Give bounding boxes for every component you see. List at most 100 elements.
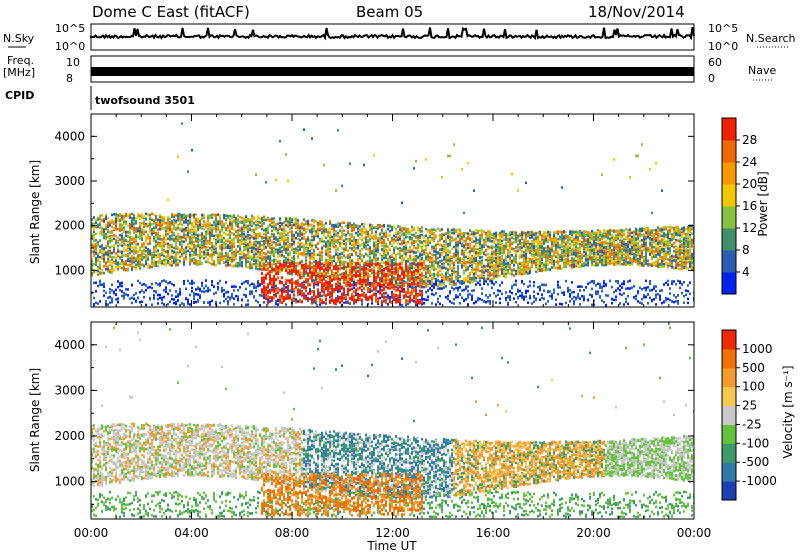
heatmap-cell xyxy=(171,215,173,218)
heatmap-cell xyxy=(371,224,373,227)
figure-title: Dome C East (fitACF) xyxy=(92,3,250,21)
heatmap-cell xyxy=(333,257,335,260)
heatmap-cell xyxy=(127,288,129,291)
heatmap-cell xyxy=(193,253,195,256)
heatmap-cell xyxy=(241,264,243,268)
heatmap-cell xyxy=(159,282,161,285)
heatmap-cell xyxy=(263,280,265,284)
heatmap-cell xyxy=(323,240,325,243)
heatmap-cell xyxy=(291,267,293,271)
heatmap-cell xyxy=(167,242,169,245)
heatmap-cell xyxy=(199,253,201,256)
heatmap-cell xyxy=(369,235,371,238)
heatmap-cell xyxy=(145,249,147,253)
nsearch-label: N.Search xyxy=(746,32,796,45)
heatmap-cell xyxy=(373,266,375,269)
heatmap-cell xyxy=(299,248,301,251)
heatmap-cell xyxy=(307,264,309,268)
heatmap-cell xyxy=(297,257,299,260)
heatmap-cell xyxy=(213,247,215,251)
heatmap-cell xyxy=(221,243,223,247)
heatmap-cell xyxy=(347,289,349,293)
heatmap-cell xyxy=(93,216,95,219)
heatmap-cell xyxy=(335,189,337,192)
heatmap-cell xyxy=(149,228,151,232)
heatmap-cell xyxy=(335,265,337,269)
heatmap-cell xyxy=(283,221,285,224)
nsky-label: N.Sky xyxy=(3,32,35,45)
heatmap-cell xyxy=(259,234,261,238)
heatmap-cell xyxy=(307,280,309,284)
heatmap-cell xyxy=(331,294,333,298)
heatmap-cell xyxy=(375,272,377,275)
heatmap-cell xyxy=(143,246,145,250)
heatmap-cell xyxy=(131,246,133,249)
heatmap-cell xyxy=(275,227,277,230)
heatmap-cell xyxy=(287,225,289,228)
heatmap-cell xyxy=(175,221,177,224)
heatmap-cell xyxy=(117,250,119,253)
heatmap-cell xyxy=(329,242,331,245)
heatmap-cell xyxy=(179,259,181,263)
heatmap-cell xyxy=(345,273,347,276)
heatmap-cell xyxy=(113,237,115,241)
heatmap-cell xyxy=(165,222,167,225)
heatmap-cell xyxy=(169,217,171,221)
heatmap-cell xyxy=(369,260,371,263)
heatmap-cell xyxy=(163,234,165,238)
heatmap-cell xyxy=(211,251,213,254)
heatmap-cell xyxy=(113,233,115,237)
heatmap-cell xyxy=(237,222,239,225)
heatmap-cell xyxy=(271,235,273,238)
heatmap-cell xyxy=(353,249,355,252)
heatmap-cell xyxy=(379,224,381,227)
heatmap-cell xyxy=(141,236,143,239)
heatmap-cell xyxy=(169,225,171,229)
heatmap-cell xyxy=(273,289,275,293)
heatmap-cell xyxy=(163,218,165,221)
heatmap-cell xyxy=(265,241,267,245)
heatmap-cell xyxy=(341,242,343,245)
heatmap-cell xyxy=(317,271,319,275)
heatmap-cell xyxy=(355,274,357,278)
heatmap-cell xyxy=(165,230,167,233)
heatmap-cell xyxy=(213,246,215,249)
heatmap-cell xyxy=(387,245,389,249)
heatmap-cell xyxy=(261,219,263,223)
heatmap-cell xyxy=(303,266,305,269)
heatmap-cell xyxy=(267,255,269,258)
heatmap-cell xyxy=(359,281,361,284)
heatmap-cell xyxy=(297,222,299,225)
heatmap-cell xyxy=(103,260,105,263)
heatmap-cell xyxy=(385,276,387,280)
heatmap-cell xyxy=(305,222,307,225)
heatmap-cell xyxy=(215,223,217,226)
nave-tick-top: 60 xyxy=(708,56,722,69)
heatmap-cell xyxy=(141,256,143,259)
heatmap-cell xyxy=(247,224,249,228)
heatmap-cell xyxy=(97,223,99,227)
heatmap-cell xyxy=(115,218,117,221)
heatmap-cell xyxy=(97,252,99,255)
heatmap-cell xyxy=(325,302,327,305)
heatmap-cell xyxy=(375,293,377,297)
heatmap-cell xyxy=(241,221,243,225)
heatmap-cell xyxy=(347,222,349,225)
heatmap-cell xyxy=(177,212,179,216)
heatmap-cell xyxy=(201,236,203,239)
heatmap-cell xyxy=(179,237,181,241)
heatmap-cell xyxy=(211,245,213,249)
heatmap-cell xyxy=(253,232,255,236)
heatmap-cell xyxy=(247,230,249,234)
heatmap-cell xyxy=(173,232,175,235)
heatmap-cell xyxy=(321,240,323,243)
heatmap-cell xyxy=(287,255,289,258)
heatmap-cell xyxy=(247,299,249,302)
heatmap-cell xyxy=(347,283,349,287)
heatmap-cell xyxy=(261,288,263,292)
heatmap-cell xyxy=(123,268,125,272)
heatmap-cell xyxy=(343,242,345,245)
heatmap-cell xyxy=(315,301,317,305)
heatmap-cell xyxy=(97,225,99,228)
heatmap-cell xyxy=(123,249,125,253)
